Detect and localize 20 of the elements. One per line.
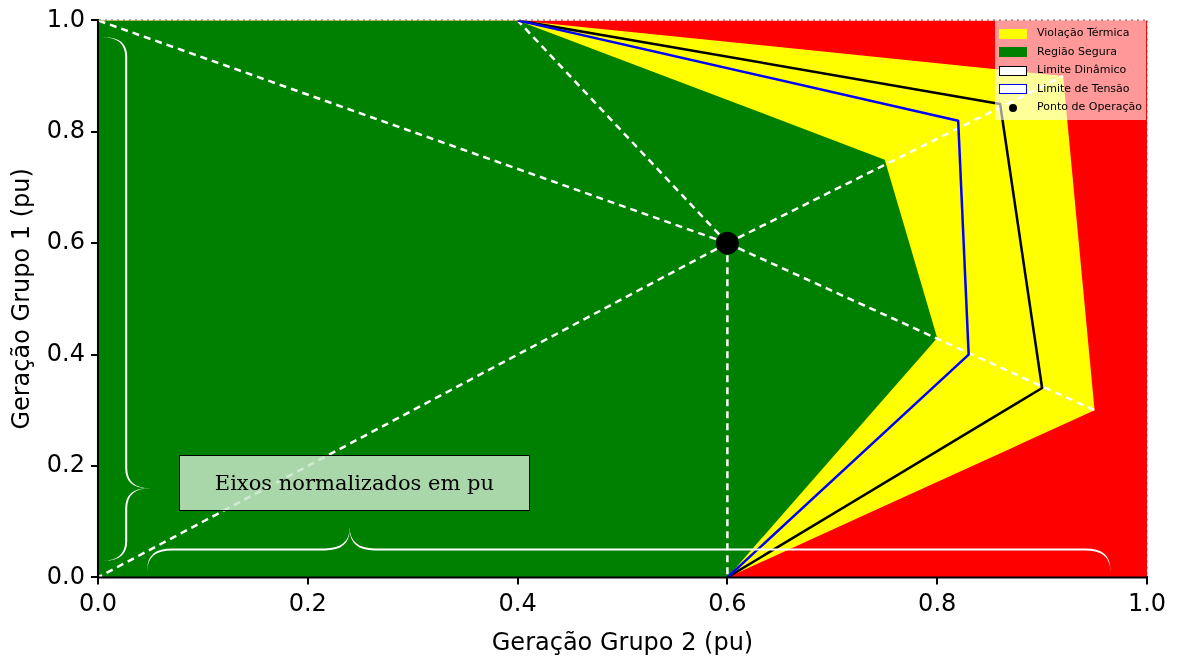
legend-label: Limite de Tensão (1037, 80, 1130, 97)
x-tick-label: 0.0 (78, 589, 118, 618)
y-tick-label: 0.4 (46, 338, 85, 367)
x-tick-label: 1.0 (1127, 589, 1167, 618)
x-tick-label: 0.8 (918, 589, 957, 618)
y-tick-label: 0.6 (46, 227, 85, 256)
x-tick-label: 0.4 (498, 589, 537, 618)
x-tick-label: 0.6 (708, 589, 747, 618)
y-tick-label: 0.2 (46, 450, 85, 479)
y-tick-label: 0.8 (46, 116, 85, 145)
note-box: Eixos normalizados em pu (178, 454, 531, 511)
x-axis-title: Geração Grupo 2 (pu) (491, 627, 754, 656)
y-tick-label: 0.0 (46, 561, 85, 590)
legend-label: Violação Térmica (1037, 25, 1130, 42)
x-tick-label: 0.2 (288, 589, 327, 618)
legend-label: Ponto de Operação (1037, 99, 1142, 116)
y-axis-title: Geração Grupo 1 (pu) (6, 168, 35, 430)
legend-label: Região Segura (1037, 43, 1117, 60)
y-tick-label: 1.0 (46, 4, 85, 33)
legend-label: Limite Dinâmico (1037, 62, 1127, 79)
